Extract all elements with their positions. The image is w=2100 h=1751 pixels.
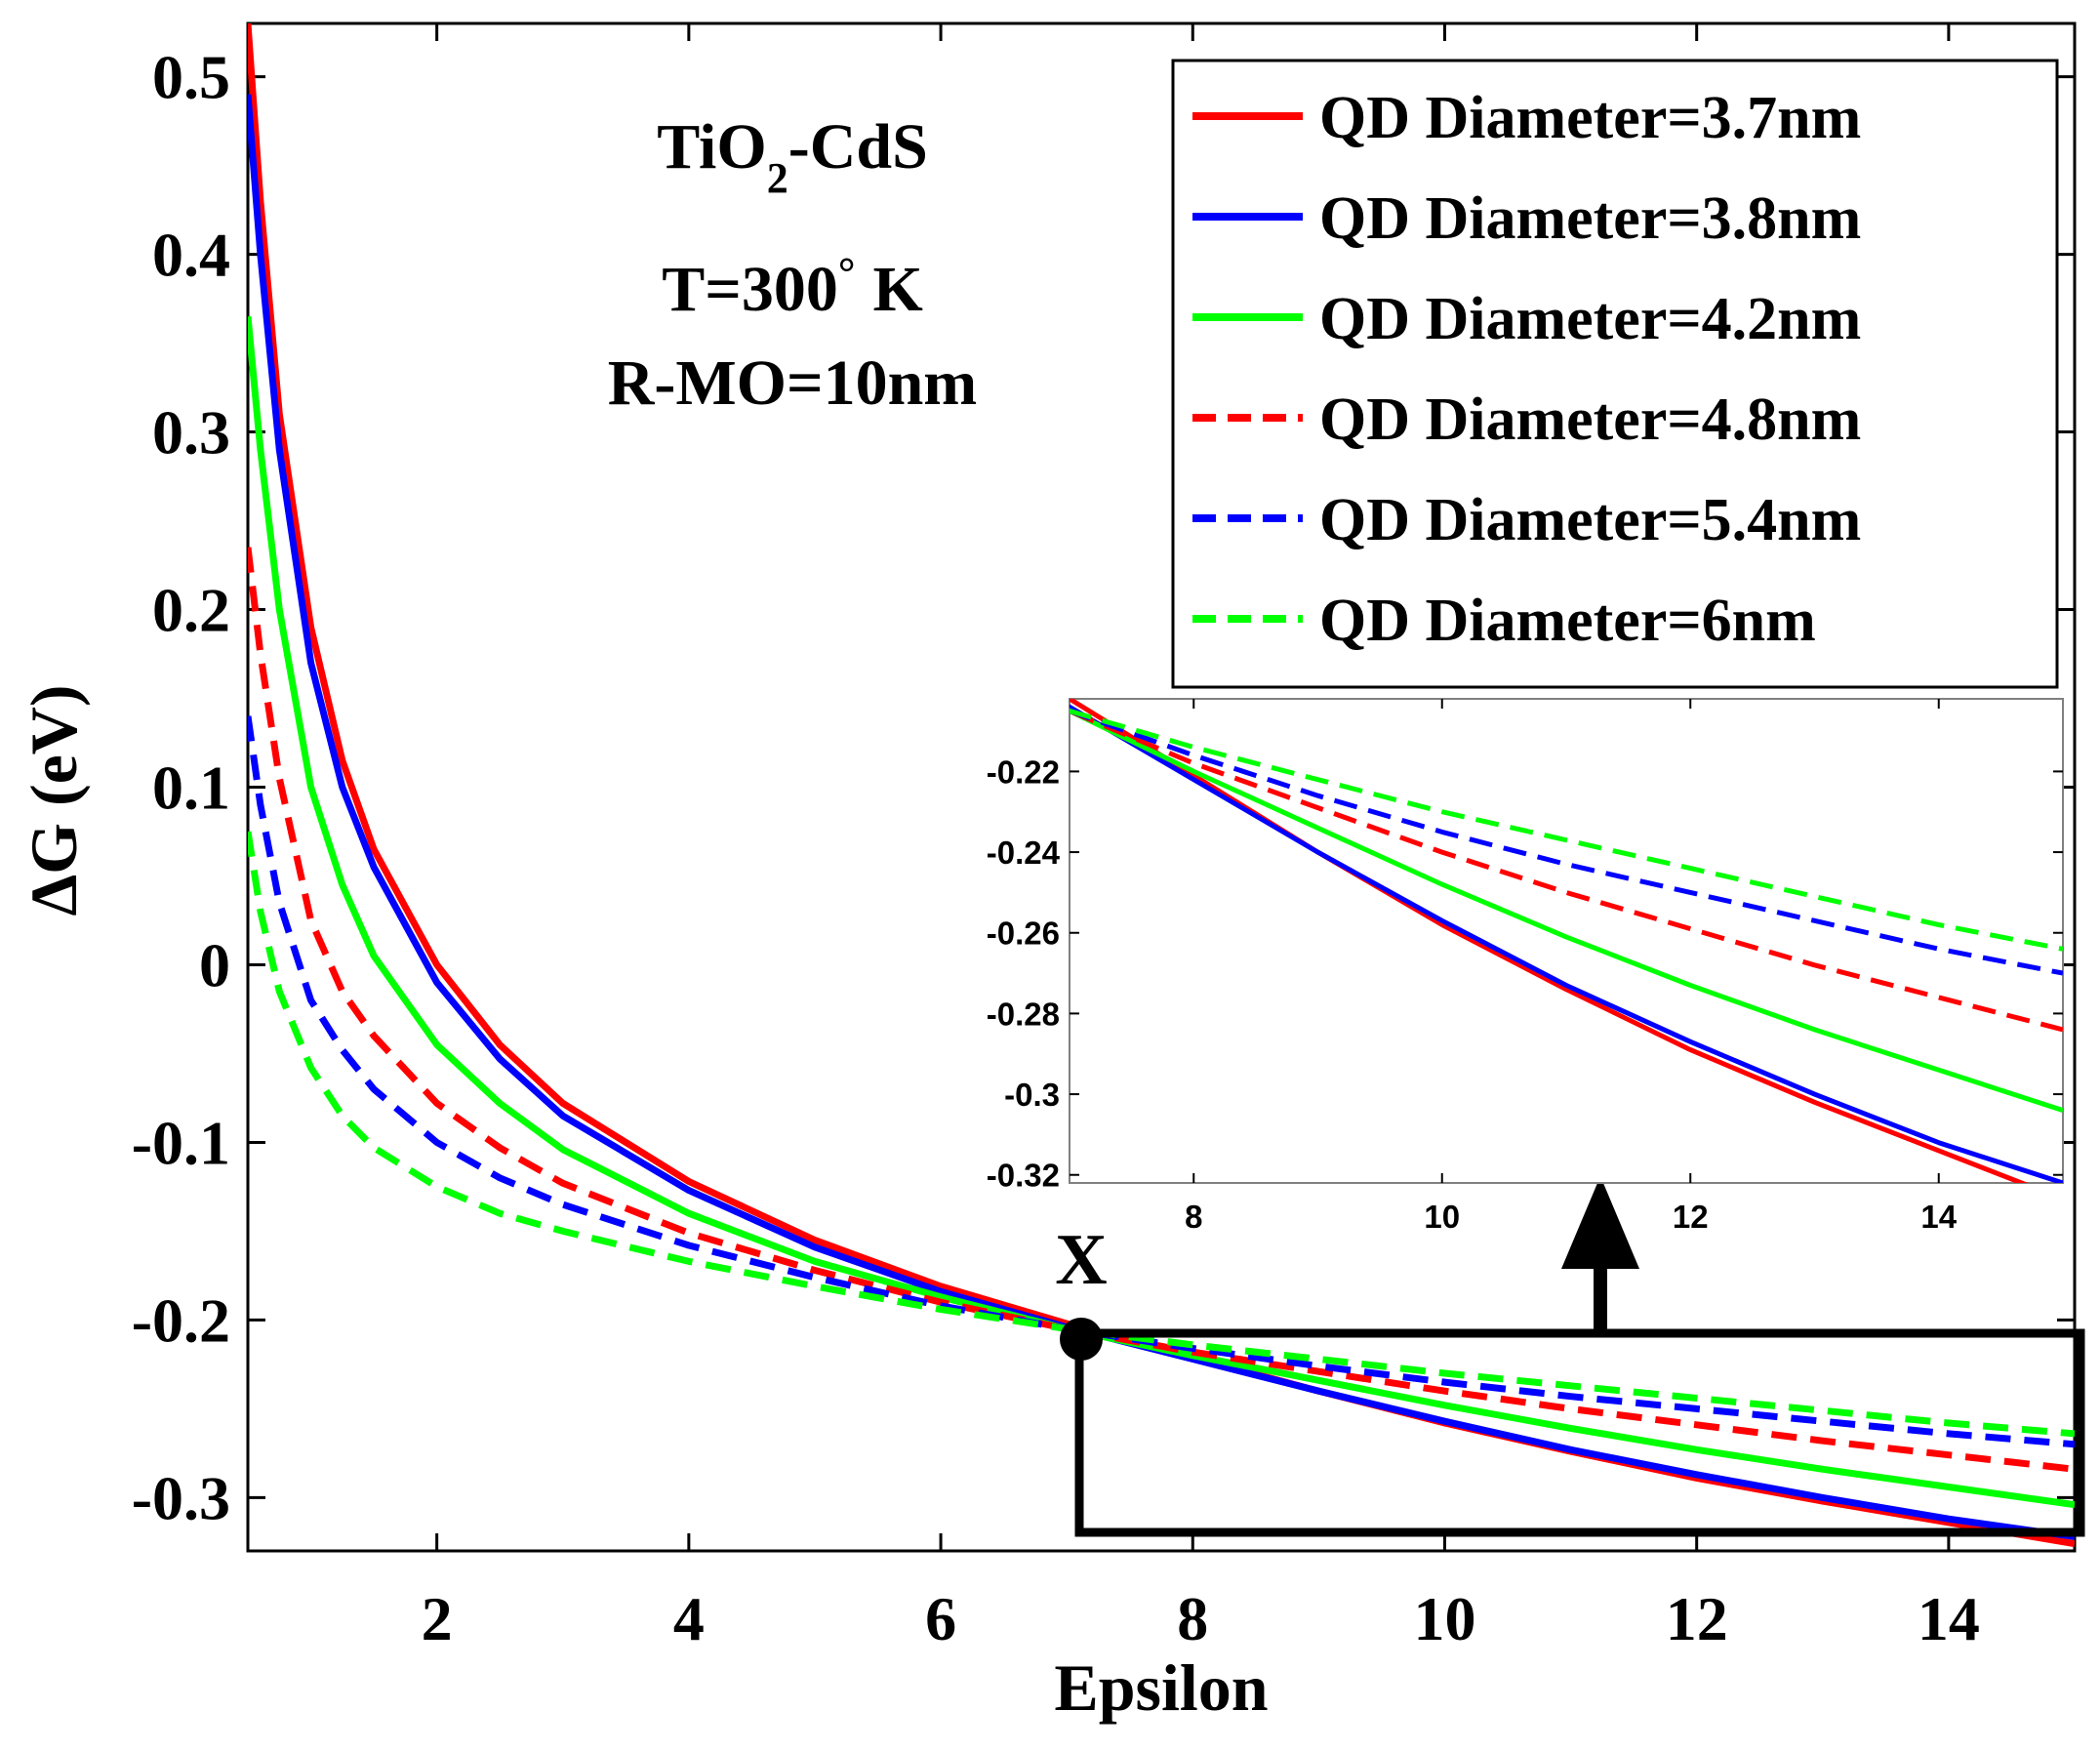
x-tick-label: 14 (1918, 1584, 1980, 1653)
inset-x-tick-label: 10 (1424, 1199, 1460, 1235)
series-line-6 (1070, 708, 2063, 952)
legend: QD Diameter=3.7nm QD Diameter=3.8nm QD Dia… (1171, 59, 2059, 689)
inset-x-tick-label: 8 (1185, 1199, 1202, 1235)
series-line-2 (248, 94, 2075, 1540)
inset-y-tick-label: -0.22 (987, 753, 1060, 790)
inset-y-tick-label: -0.3 (1004, 1077, 1060, 1113)
inset-x-tick-label: 12 (1673, 1199, 1709, 1235)
x-tick-label: 2 (422, 1584, 453, 1653)
series-line-4 (248, 547, 2075, 1473)
crossing-point-label: X (1055, 1220, 1107, 1300)
temperature-annotation-unit: K (872, 254, 922, 325)
series-line-4 (1070, 708, 2063, 1033)
material-annotation-rest: -CdS (788, 111, 928, 183)
series-line-2 (1070, 704, 2063, 1183)
y-tick-label: 0.1 (152, 753, 230, 823)
inset-y-tick-label: -0.24 (987, 835, 1061, 871)
y-tick-label: 0.2 (152, 576, 230, 645)
inset-axis-tick-labels: 8 10 12 14 -0.22 -0.24 -0.26 -0.28 -0.3 -0.32 (987, 753, 1958, 1235)
inset-y-tick-label: -0.26 (987, 916, 1060, 952)
legend-label-2: QD Diameter=3.8nm (1319, 185, 1861, 252)
y-tick-label: -0.1 (132, 1108, 230, 1177)
legend-items: QD Diameter=3.7nm QD Diameter=3.8nm QD Dia… (1192, 85, 1861, 654)
x-tick-label: 4 (673, 1584, 705, 1653)
series-line-3 (248, 315, 2075, 1509)
y-tick-label: 0 (199, 930, 230, 999)
inset-x-tick-label: 14 (1920, 1199, 1957, 1235)
legend-label-3: QD Diameter=4.2nm (1319, 286, 1861, 352)
temperature-annotation: T=300° K (662, 249, 923, 326)
series-line-1 (1070, 699, 2029, 1183)
series-line-5 (1070, 708, 2063, 976)
material-annotation: TiO2-CdS (657, 111, 928, 202)
main-axis-tick-labels: 2 4 6 8 10 12 14 0.5 0.4 0.3 0.2 0.1 0 -0.1 -0.2 -0.3 (132, 43, 1980, 1653)
material-annotation-sub: 2 (767, 154, 788, 202)
crossing-point-marker (1060, 1318, 1103, 1361)
x-tick-label: 12 (1666, 1584, 1728, 1653)
zoom-box (1074, 1328, 2085, 1537)
inset-axis-ticks (1070, 699, 2063, 1183)
main-plot-series (248, 23, 2075, 1548)
x-tick-label: 6 (925, 1584, 956, 1653)
inset-plot-series (1070, 699, 2063, 1183)
legend-box (1171, 59, 2059, 689)
legend-label-5: QD Diameter=5.4nm (1319, 487, 1861, 553)
x-axis-label: Epsilon (1054, 1650, 1268, 1725)
material-annotation-main: TiO (657, 111, 767, 183)
legend-label-6: QD Diameter=6nm (1319, 588, 1816, 654)
legend-label-1: QD Diameter=3.7nm (1319, 85, 1861, 151)
y-tick-label: -0.3 (132, 1463, 230, 1532)
y-tick-label: -0.2 (132, 1285, 230, 1355)
y-tick-label: 0.4 (152, 221, 230, 290)
y-tick-label: 0.3 (152, 398, 230, 468)
series-line-6 (248, 831, 2075, 1438)
x-tick-label: 8 (1177, 1584, 1208, 1653)
inset-y-tick-label: -0.32 (987, 1158, 1060, 1194)
temperature-annotation-main: T=300 (662, 254, 838, 325)
legend-label-4: QD Diameter=4.8nm (1319, 387, 1861, 453)
series-line-3 (1070, 708, 2063, 1113)
zoom-arrow-head (1561, 1176, 1639, 1269)
inset-y-tick-label: -0.28 (987, 996, 1060, 1032)
series-line-5 (248, 715, 2075, 1448)
y-tick-label: 0.5 (152, 43, 230, 112)
x-tick-label: 10 (1413, 1584, 1475, 1653)
radius-annotation: R-MO=10nm (608, 347, 978, 419)
temperature-annotation-sup: ° (838, 249, 856, 297)
y-axis-label: ΔG (eV) (17, 684, 91, 916)
